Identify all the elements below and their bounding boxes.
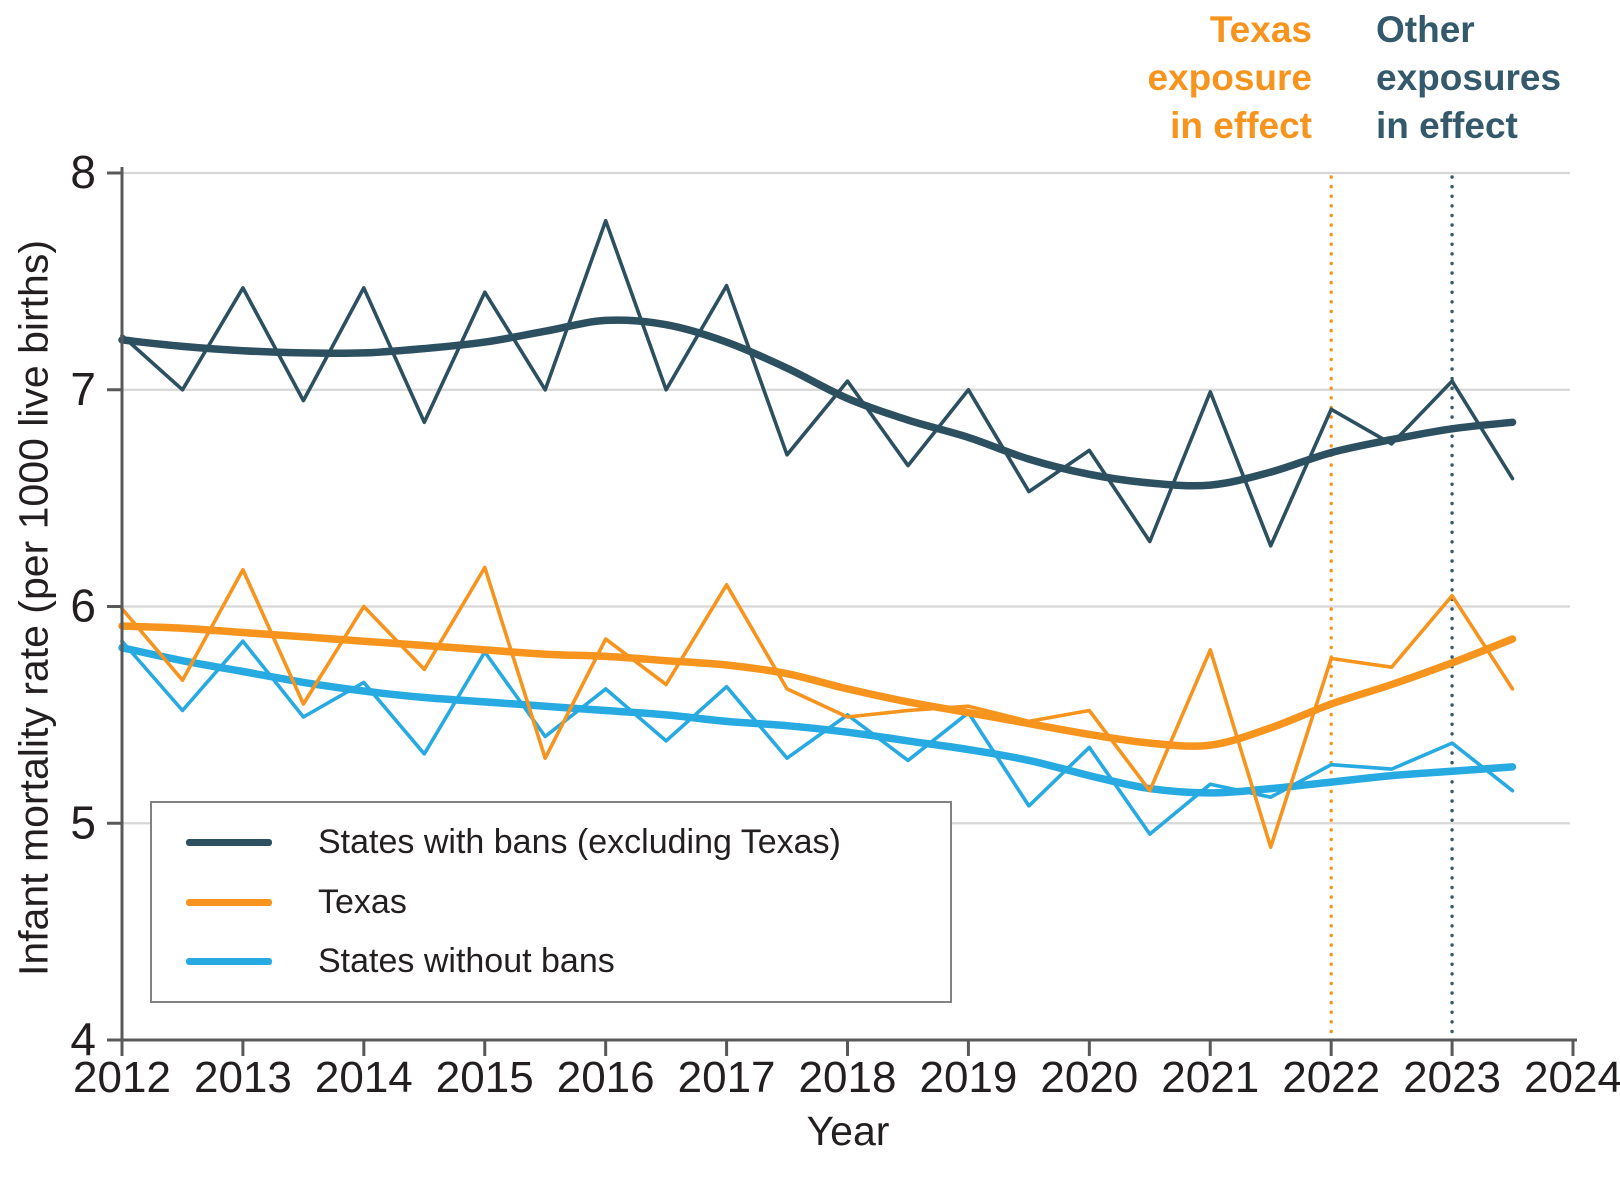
legend-swatch-texas bbox=[186, 898, 272, 906]
legend-box: States with bans (excluding Texas) Texas… bbox=[150, 801, 952, 1003]
x-tick-label-2023: 2023 bbox=[1403, 1053, 1501, 1102]
series-texas-raw-line bbox=[120, 565, 1515, 849]
y-tick-label-6: 6 bbox=[70, 580, 96, 632]
annotation-texas-exposure: Texas exposure in effect bbox=[1147, 9, 1312, 146]
x-axis-title: Year bbox=[806, 1108, 890, 1154]
series-texas-trend-line bbox=[118, 622, 1517, 750]
legend-swatch-states-with-bans bbox=[186, 839, 272, 847]
y-tick-label-5: 5 bbox=[70, 796, 96, 848]
legend-label-texas: Texas bbox=[318, 882, 407, 921]
y-axis-title: Infant mortality rate (per 1000 live bir… bbox=[10, 239, 57, 977]
x-tick-label-2018: 2018 bbox=[799, 1053, 897, 1102]
annotation-other-exposures: Other exposures in effect bbox=[1376, 9, 1562, 146]
legend-item-states-without-bans: States without bans bbox=[186, 942, 950, 981]
x-tick-label-2022: 2022 bbox=[1282, 1053, 1380, 1102]
y-tick-label-8: 8 bbox=[70, 146, 96, 198]
x-tick-label-2019: 2019 bbox=[919, 1053, 1017, 1102]
legend-swatch-states-without-bans bbox=[186, 957, 272, 965]
x-tick-label-2020: 2020 bbox=[1040, 1053, 1138, 1102]
x-tick-label-2015: 2015 bbox=[436, 1053, 534, 1102]
x-tick-label-2024: 2024 bbox=[1524, 1053, 1620, 1102]
series-bans-trend-line bbox=[118, 316, 1517, 490]
x-tick-label-2021: 2021 bbox=[1161, 1053, 1259, 1102]
legend-item-states-with-bans: States with bans (excluding Texas) bbox=[186, 823, 950, 862]
y-tick-label-4: 4 bbox=[70, 1013, 96, 1065]
y-tick-label-7: 7 bbox=[70, 363, 96, 415]
x-tick-label-2016: 2016 bbox=[557, 1053, 655, 1102]
x-tick-label-2013: 2013 bbox=[194, 1053, 292, 1102]
legend-label-states-with-bans: States with bans (excluding Texas) bbox=[318, 823, 841, 862]
series-bans-raw-line bbox=[120, 218, 1515, 548]
series-nobans-trend-line bbox=[118, 643, 1517, 797]
x-tick-label-2012: 2012 bbox=[73, 1053, 171, 1102]
x-tick-label-2017: 2017 bbox=[678, 1053, 776, 1102]
x-tick-label-2014: 2014 bbox=[315, 1053, 413, 1102]
legend-item-texas: Texas bbox=[186, 883, 950, 922]
legend-label-states-without-bans: States without bans bbox=[318, 941, 615, 980]
